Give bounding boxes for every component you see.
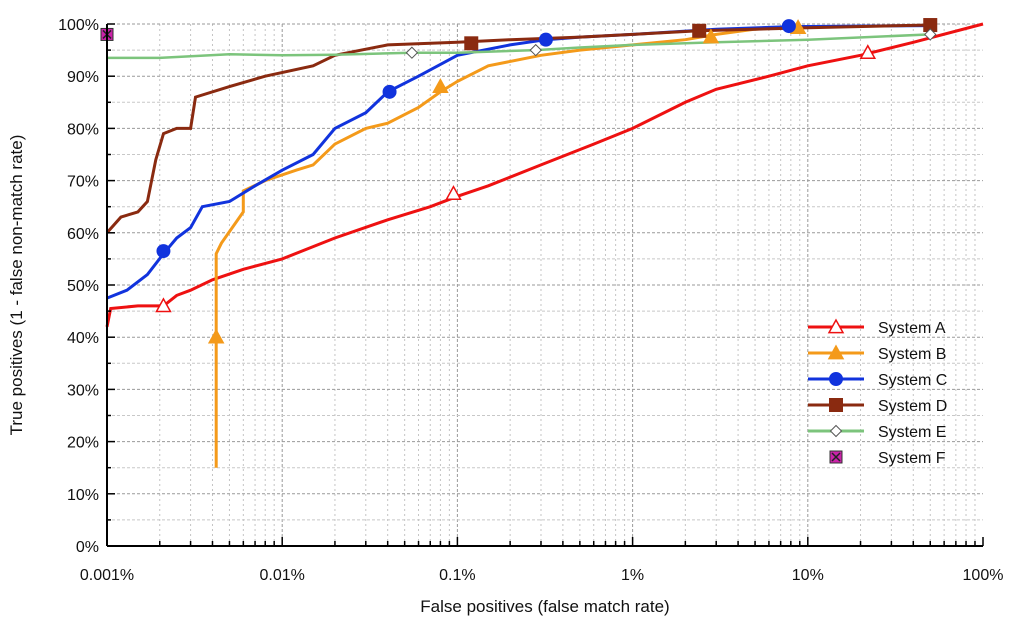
x-tick-label: 0.1% (439, 567, 475, 584)
axes (106, 23, 984, 547)
system-c-marker (382, 84, 397, 99)
system-e-marker (529, 43, 542, 57)
system-c-marker (538, 32, 553, 47)
legend-marker-system-e (829, 424, 843, 438)
legend-label-system-f: System F (878, 450, 946, 467)
y-tick-label: 0% (76, 539, 99, 556)
system-a-marker (859, 44, 877, 60)
legend-marker-system-d (829, 398, 843, 412)
y-tick-label: 80% (67, 121, 99, 138)
system-b-marker (702, 28, 720, 44)
legend-label-system-c: System C (878, 372, 947, 389)
legend-label-system-b: System B (878, 346, 946, 363)
system-d-marker (464, 36, 479, 51)
system-b-line (214, 25, 800, 468)
legend-marker-system-b (827, 344, 845, 360)
system-d-marker (692, 23, 707, 38)
system-a-marker (445, 185, 462, 200)
x-tick-label: 100% (963, 567, 1004, 584)
legend-label-system-e: System E (878, 424, 946, 441)
series-lines (105, 22, 984, 468)
legend-marker-system-c (829, 372, 843, 386)
system-e-marker (405, 46, 419, 59)
legend-label-system-d: System D (878, 398, 947, 415)
system-b-marker (207, 328, 225, 344)
system-c-marker (781, 19, 796, 34)
y-tick-label: 30% (67, 382, 99, 399)
system-e-marker (924, 28, 937, 41)
system-b-marker (432, 78, 449, 93)
y-tick-label: 40% (67, 330, 99, 347)
y-tick-label: 50% (67, 278, 99, 295)
y-tick-label: 70% (67, 174, 99, 191)
legend-label-system-a: System A (878, 320, 946, 337)
y-tick-label: 90% (67, 69, 99, 86)
legend: System A System B System C System D System E… (808, 318, 947, 467)
system-a-marker (155, 297, 172, 313)
legend-marker-system-f-cross (831, 452, 841, 462)
x-axis-title: False positives (false match rate) (420, 597, 669, 616)
y-tick-label: 10% (67, 487, 99, 504)
y-axis-title: True positives (1 - false non-match rate… (7, 135, 26, 436)
tick-labels: 0.001% 0.01% 0.1% 1% 10% 100% 0% 10% 20% 30% 40% 50… (58, 17, 1003, 584)
x-tick-label: 0.001% (80, 567, 134, 584)
grid-lines (106, 23, 983, 547)
y-tick-label: 60% (67, 226, 99, 243)
y-tick-label: 20% (67, 435, 99, 452)
y-tick-label: 100% (58, 17, 99, 34)
legend-marker-system-a (827, 318, 845, 334)
x-tick-label: 10% (792, 567, 824, 584)
system-c-marker (156, 244, 171, 259)
system-a-line (105, 22, 984, 328)
x-tick-label: 1% (621, 567, 644, 584)
system-d-line (105, 23, 931, 234)
x-tick-label: 0.01% (260, 567, 305, 584)
